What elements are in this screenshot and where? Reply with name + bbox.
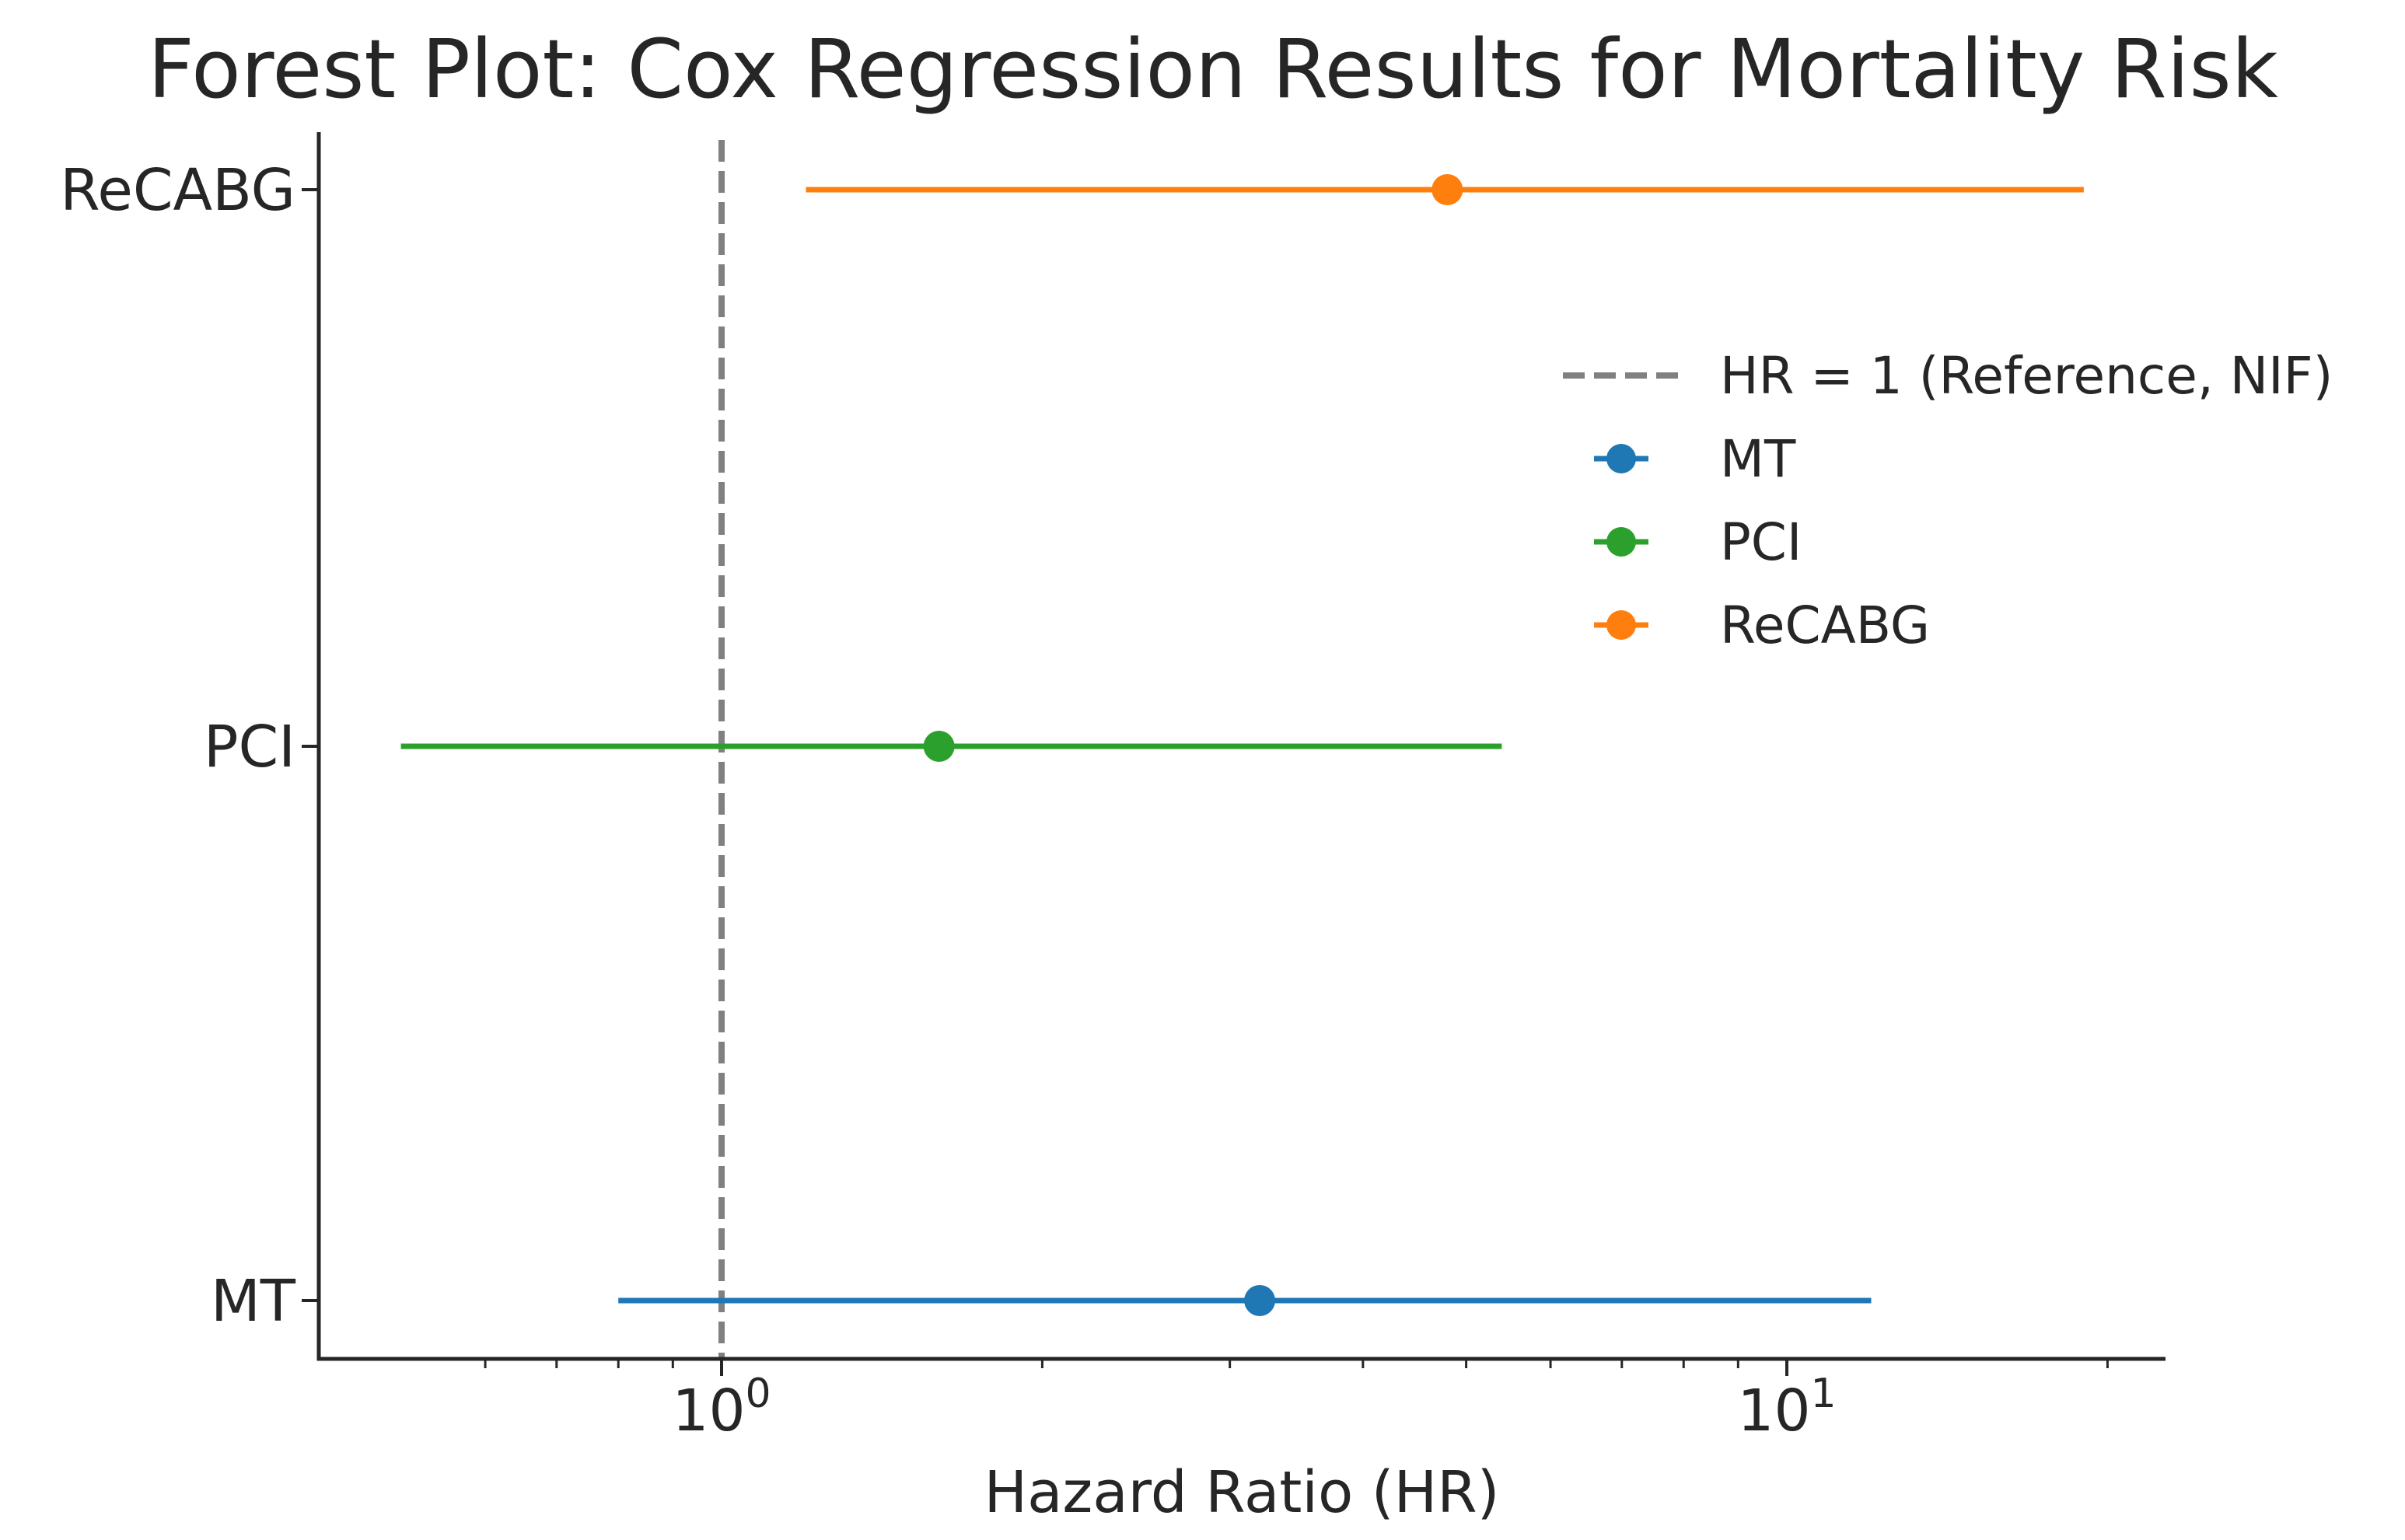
legend-label-mt: MT	[1720, 429, 1796, 489]
y-tick-label-mt: MT	[211, 1268, 296, 1335]
chart-legend: HR = 1 (Reference, NIF) MT PCI ReCABG	[1563, 346, 2333, 655]
legend-label-reference: HR = 1 (Reference, NIF)	[1720, 346, 2333, 406]
legend-label-recabg: ReCABG	[1720, 595, 1930, 655]
x-tick-label: 101	[1737, 1371, 1836, 1444]
x-axis-ticks: 100 101	[484, 1359, 2109, 1444]
hr-point-mt	[1244, 1285, 1276, 1316]
plot-area	[400, 140, 2084, 1359]
legend-marker-mt	[1606, 444, 1636, 473]
legend-label-pci: PCI	[1720, 512, 1802, 572]
hr-point-pci	[923, 731, 955, 762]
legend-marker-pci	[1606, 527, 1636, 557]
hr-point-recabg	[1431, 174, 1463, 205]
y-tick-label-pci: PCI	[204, 714, 295, 780]
y-axis-ticks: MT PCI ReCABG	[60, 157, 319, 1335]
chart-title: Forest Plot: Cox Regression Results for …	[148, 22, 2278, 117]
legend-marker-recabg	[1606, 610, 1636, 640]
x-tick-label: 100	[672, 1371, 771, 1444]
x-axis-label: Hazard Ratio (HR)	[984, 1459, 1499, 1526]
y-tick-label-recabg: ReCABG	[60, 157, 295, 224]
